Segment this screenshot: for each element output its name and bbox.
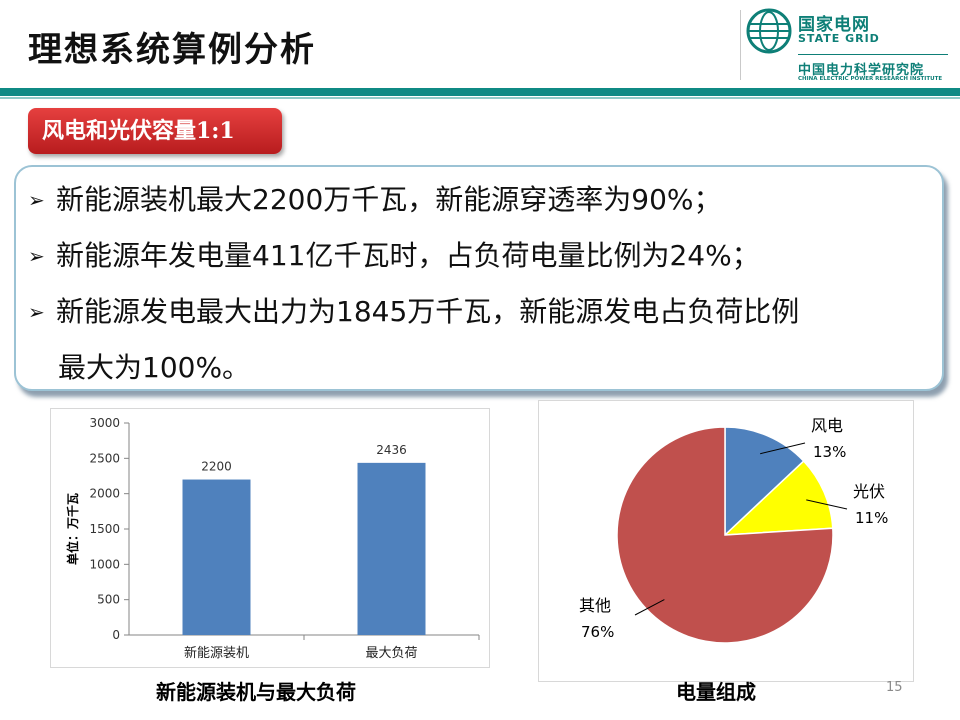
slide-title: 理想系统算例分析 bbox=[28, 30, 316, 70]
pie-leader-line bbox=[634, 599, 665, 616]
y-tick-label: 3000 bbox=[89, 416, 120, 430]
logo-name-en: STATE GRID bbox=[798, 32, 880, 45]
logo-separator bbox=[740, 10, 741, 80]
pie-leader-line bbox=[806, 499, 848, 510]
bar-chart: 0 500 1000 1500 2000 2500 3000 单位：万千瓦 2200 新能源装机 2… bbox=[65, 416, 480, 661]
pie-slice bbox=[724, 426, 805, 537]
pie-leader-line bbox=[760, 442, 806, 455]
logo-institute-cn: 中国电力科学研究院 bbox=[798, 63, 925, 78]
pie-chart-panel: 风电 13% 光伏 11% 其他 76% bbox=[538, 400, 914, 682]
x-tick-label: 最大负荷 bbox=[365, 646, 417, 661]
page-number: 15 bbox=[886, 680, 903, 695]
pie-slice-label: 风电 bbox=[811, 416, 843, 435]
y-tick-label: 0 bbox=[112, 628, 120, 642]
bullet-arrow-icon: ➢ bbox=[28, 244, 45, 268]
pie-slice bbox=[616, 426, 834, 644]
y-axis-label: 单位：万千瓦 bbox=[65, 493, 80, 565]
bar-chart-panel: 0 500 1000 1500 2000 2500 3000 单位：万千瓦 2200 新能源装机 2… bbox=[50, 408, 490, 668]
bullet-text: 新能源发电最大出力为1845万千瓦，新能源发电占负荷比例 bbox=[56, 295, 800, 328]
pie-slice-label: 其他 bbox=[579, 596, 611, 615]
bullet-continuation: 最大为100%。 bbox=[58, 351, 251, 384]
bullet-text: 新能源装机最大2200万千瓦，新能源穿透率为90%； bbox=[56, 183, 722, 216]
header-band bbox=[0, 88, 960, 96]
header-band-thin bbox=[0, 97, 960, 99]
bullet-arrow-icon: ➢ bbox=[28, 300, 45, 324]
bar-value-label: 2200 bbox=[201, 460, 232, 474]
pie-slice-percent: 11% bbox=[855, 509, 888, 527]
bar bbox=[357, 462, 426, 635]
bar-value-label: 2436 bbox=[376, 443, 407, 457]
y-tick-label: 2000 bbox=[89, 487, 120, 501]
bar-chart-caption: 新能源装机与最大负荷 bbox=[156, 680, 356, 704]
bullet-item: ➢ 新能源装机最大2200万千瓦，新能源穿透率为90%； bbox=[28, 171, 722, 229]
bullet-item: ➢ 新能源发电最大出力为1845万千瓦，新能源发电占负荷比例 bbox=[28, 283, 799, 341]
y-tick-label: 2500 bbox=[89, 451, 120, 465]
pie-chart-caption: 电量组成 bbox=[676, 680, 756, 704]
logo-institute-en: CHINA ELECTRIC POWER RESEARCH INSTITUTE bbox=[798, 76, 943, 82]
bullet-item: ➢ 新能源年发电量411亿千瓦时，占负荷电量比例为24%； bbox=[28, 227, 760, 285]
scenario-tag: 风电和光伏容量1:1 bbox=[28, 108, 282, 154]
bullet-panel: ➢ 新能源装机最大2200万千瓦，新能源穿透率为90%； ➢ 新能源年发电量411亿… bbox=[14, 165, 944, 391]
bullet-arrow-icon: ➢ bbox=[28, 188, 45, 212]
state-grid-emblem-icon bbox=[746, 8, 792, 54]
logo-name-cn: 国家电网 bbox=[798, 15, 870, 35]
x-tick-label: 新能源装机 bbox=[184, 645, 249, 661]
logo-divider bbox=[798, 54, 948, 55]
y-tick-label: 1500 bbox=[89, 522, 120, 536]
pie-slice bbox=[722, 460, 834, 536]
bar bbox=[182, 479, 251, 635]
pie-slice-percent: 76% bbox=[581, 623, 614, 641]
pie-slice-percent: 13% bbox=[813, 443, 846, 461]
pie-slice-label: 光伏 bbox=[853, 482, 885, 501]
pie-chart: 风电 13% 光伏 11% 其他 76% bbox=[579, 416, 888, 644]
y-tick-label: 1000 bbox=[89, 557, 120, 571]
state-grid-logo: 国家电网 STATE GRID 中国电力科学研究院 CHINA ELECTRIC… bbox=[746, 6, 956, 84]
bullet-text: 新能源年发电量411亿千瓦时，占负荷电量比例为24%； bbox=[56, 239, 760, 272]
y-tick-label: 500 bbox=[97, 593, 120, 607]
